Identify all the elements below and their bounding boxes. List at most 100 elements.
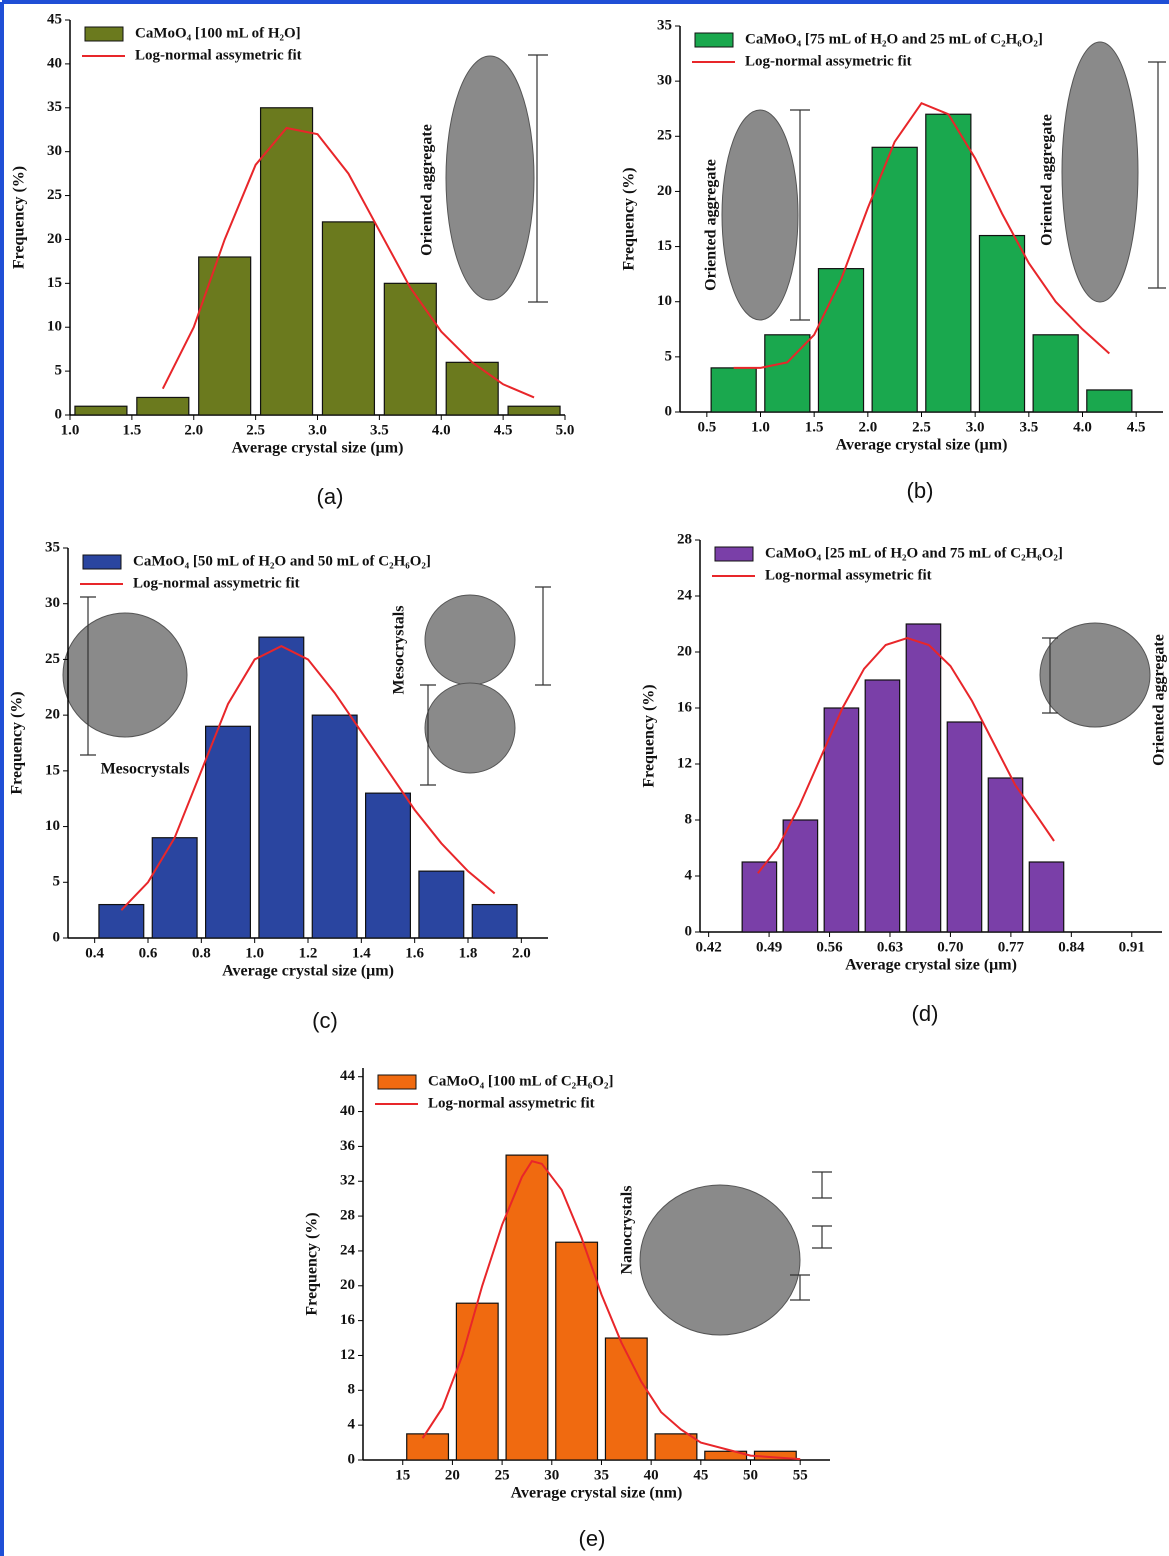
y-tick-label: 45 [47, 11, 62, 27]
bar [151, 837, 198, 939]
legend-swatch [82, 554, 122, 570]
bar [864, 679, 901, 933]
bar [505, 1154, 549, 1461]
y-tick-label: 8 [348, 1382, 356, 1398]
bar [1032, 334, 1079, 413]
legend-swatch [694, 32, 734, 48]
micrograph [639, 1184, 801, 1336]
x-tick-label: 0.70 [937, 939, 963, 955]
bar [455, 1302, 499, 1461]
bar [704, 1450, 748, 1461]
y-tick-label: 28 [677, 531, 692, 547]
y-tick-label: 15 [45, 762, 60, 778]
x-tick-label: 25 [495, 1467, 510, 1483]
y-tick-label: 36 [340, 1138, 356, 1154]
y-tick-label: 0 [685, 923, 693, 939]
x-tick-label: 0.84 [1058, 939, 1085, 955]
legend-label: Log-normal assymetric fit [765, 567, 932, 583]
bar [555, 1241, 599, 1461]
scale-bar [80, 596, 96, 756]
x-axis-title: Average crystal size (μm) [845, 957, 1017, 974]
x-tick-label: 1.0 [61, 422, 80, 438]
y-tick-label: 4 [685, 867, 693, 883]
y-tick-label: 10 [45, 818, 60, 834]
annotation: Nanocrystals [619, 1186, 636, 1275]
y-axis-title: Frequency (%) [621, 167, 638, 270]
y-tick-label: 16 [340, 1312, 356, 1328]
annotation: Mesocrystals [101, 761, 190, 778]
micrograph [445, 55, 535, 301]
legend-label: Log-normal assymetric fit [135, 47, 302, 63]
x-tick-label: 2.0 [512, 945, 531, 961]
x-tick-label: 2.5 [912, 419, 931, 435]
panel-label: (c) [312, 1008, 338, 1033]
y-tick-label: 30 [45, 595, 60, 611]
panel-label: (e) [579, 1526, 606, 1551]
bar [311, 714, 358, 939]
bar [507, 405, 561, 416]
y-tick-label: 15 [47, 275, 62, 291]
bar [74, 405, 128, 416]
annotation: Oriented aggregate [419, 124, 436, 256]
annotation: Mesocrystals [391, 606, 408, 695]
x-tick-label: 0.49 [756, 939, 782, 955]
bar [741, 861, 778, 933]
legend-label: Log-normal assymetric fit [428, 1095, 595, 1111]
y-tick-label: 0 [665, 403, 673, 419]
bar [905, 623, 942, 933]
bar [258, 636, 305, 939]
bar [198, 256, 252, 416]
y-axis-title: Frequency (%) [641, 684, 658, 787]
scale-bar [790, 109, 810, 321]
x-tick-label: 0.5 [697, 419, 716, 435]
x-tick-label: 1.5 [805, 419, 824, 435]
scale-bar [790, 1171, 832, 1301]
y-tick-label: 0 [348, 1451, 356, 1467]
bar [418, 870, 465, 939]
y-tick-label: 4 [348, 1417, 356, 1433]
scale-bar [420, 586, 551, 786]
y-tick-label: 5 [55, 363, 63, 379]
y-axis-title: Frequency (%) [304, 1212, 321, 1315]
x-tick-label: 3.5 [1019, 419, 1038, 435]
bar [136, 396, 190, 416]
x-tick-label: 3.0 [308, 422, 327, 438]
legend-label: CaMoO₄ [25 mL of H₂O and 75 mL of C₂H₆O₂… [765, 545, 1063, 561]
annotation: Oriented aggregate [1151, 634, 1168, 766]
panel-label: (a) [317, 484, 344, 509]
y-tick-label: 35 [657, 17, 672, 33]
x-tick-label: 0.63 [877, 939, 903, 955]
y-tick-label: 24 [677, 587, 693, 603]
fit-line [421, 1160, 801, 1461]
y-tick-label: 35 [47, 99, 62, 115]
y-tick-label: 28 [340, 1208, 355, 1224]
y-tick-label: 40 [340, 1103, 355, 1119]
legend-swatch [84, 26, 124, 42]
bar [817, 268, 865, 413]
y-tick-label: 12 [340, 1347, 355, 1363]
bar [365, 792, 412, 939]
y-tick-label: 25 [657, 128, 672, 144]
x-tick-label: 1.0 [751, 419, 770, 435]
x-tick-label: 5.0 [556, 422, 575, 438]
y-tick-label: 20 [677, 643, 692, 659]
x-tick-label: 1.2 [299, 945, 318, 961]
x-tick-label: 2.0 [858, 419, 877, 435]
x-tick-label: 0.91 [1119, 939, 1145, 955]
y-tick-label: 20 [657, 183, 672, 199]
x-tick-label: 4.5 [1127, 419, 1146, 435]
y-tick-label: 5 [53, 874, 61, 890]
x-tick-label: 0.4 [85, 945, 104, 961]
legend-label: Log-normal assymetric fit [133, 575, 300, 591]
bar [321, 221, 376, 416]
y-tick-label: 30 [657, 73, 672, 89]
x-tick-label: 45 [693, 1467, 708, 1483]
bar [978, 234, 1026, 413]
panel-label: (b) [907, 478, 934, 503]
x-tick-label: 40 [644, 1467, 659, 1483]
x-axis-title: Average crystal size (μm) [836, 437, 1008, 454]
bar [383, 282, 437, 416]
bar [823, 707, 860, 933]
bar [987, 777, 1024, 933]
y-tick-label: 0 [53, 929, 61, 945]
